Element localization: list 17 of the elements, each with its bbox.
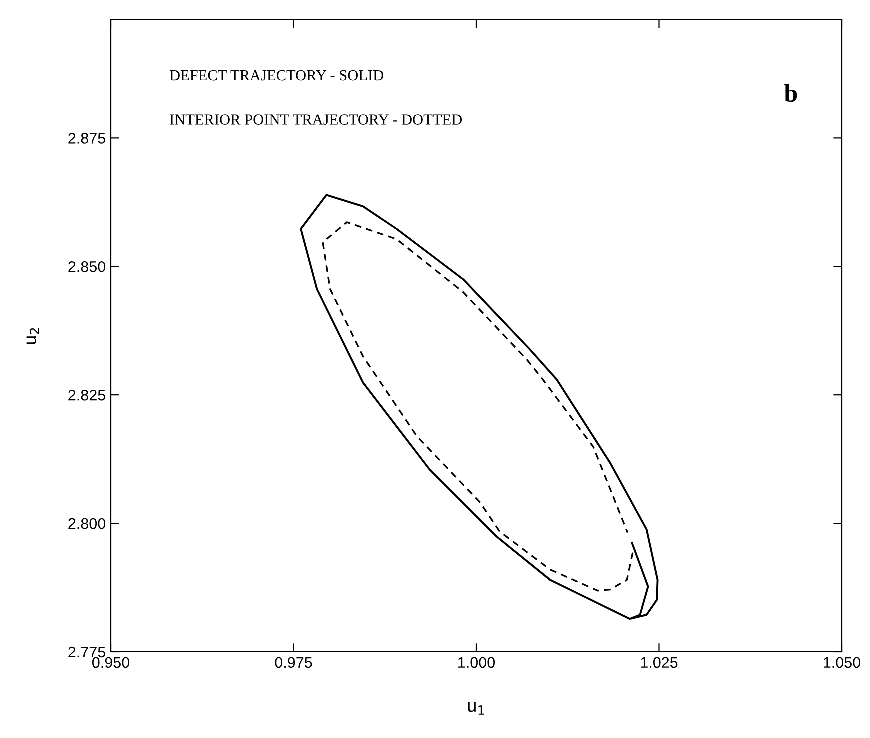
y-tick-label: 2.775 [68, 646, 106, 658]
annotation: b [784, 84, 798, 102]
y-tick-label: 2.800 [68, 518, 106, 530]
annotation: INTERIOR POINT TRAJECTORY - DOTTED [170, 114, 462, 125]
x-axis-title: u$_{1}$ [468, 702, 484, 715]
line-series [322, 222, 634, 592]
x-tick-label: 1.025 [641, 657, 678, 668]
line-series [300, 194, 659, 620]
x-tick-label: 1.000 [458, 657, 496, 668]
y-axis-title: u$_{2}$ [26, 328, 40, 344]
x-tick-label: 1.050 [824, 657, 861, 668]
y-tick-label: 2.875 [68, 133, 106, 144]
y-tick-label: 2.850 [68, 262, 106, 272]
y-tick-label: 2.825 [68, 390, 106, 401]
annotation: DEFECT TRAJECTORY - SOLID [170, 70, 384, 81]
x-tick-label: 0.975 [275, 657, 312, 668]
x-tick-label: 0.950 [92, 657, 130, 668]
